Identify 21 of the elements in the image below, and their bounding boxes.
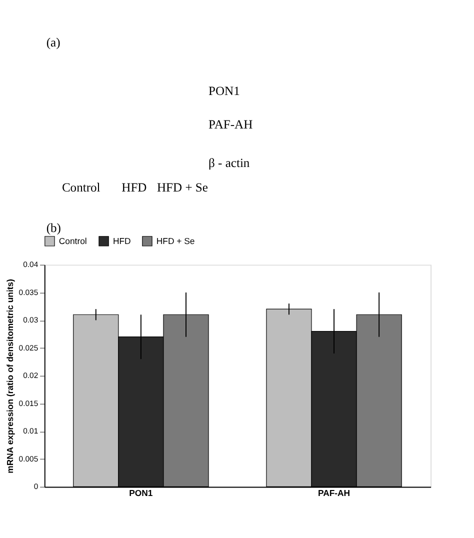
legend-label: Control — [58, 236, 87, 246]
y-tick-label: 0.025 — [18, 343, 38, 352]
text: (b) — [46, 220, 61, 235]
legend-label: HFD + Se — [156, 236, 195, 246]
text: β - actin — [208, 156, 250, 170]
y-tick-label: 0.015 — [18, 398, 38, 408]
text: Control — [62, 180, 101, 194]
y-tick-label: 0.035 — [18, 288, 38, 297]
legend-label: HFD — [112, 236, 131, 246]
y-tick-label: 0 — [34, 482, 38, 492]
text: HFD — [122, 180, 147, 194]
y-tick-label: 0.005 — [18, 454, 38, 464]
text: (a) — [46, 36, 60, 50]
y-tick-label: 0.03 — [23, 316, 38, 325]
text: HFD + Se — [156, 180, 208, 194]
text: PAF-AH — [208, 118, 253, 132]
y-tick-label: 0.02 — [23, 371, 38, 380]
y-tick-label: 0.01 — [23, 426, 38, 436]
y-tick-label: 0.04 — [23, 260, 39, 270]
text: PON1 — [208, 84, 240, 98]
y-axis-title: mRNA expression (ratio of densitometric units) — [5, 278, 16, 474]
